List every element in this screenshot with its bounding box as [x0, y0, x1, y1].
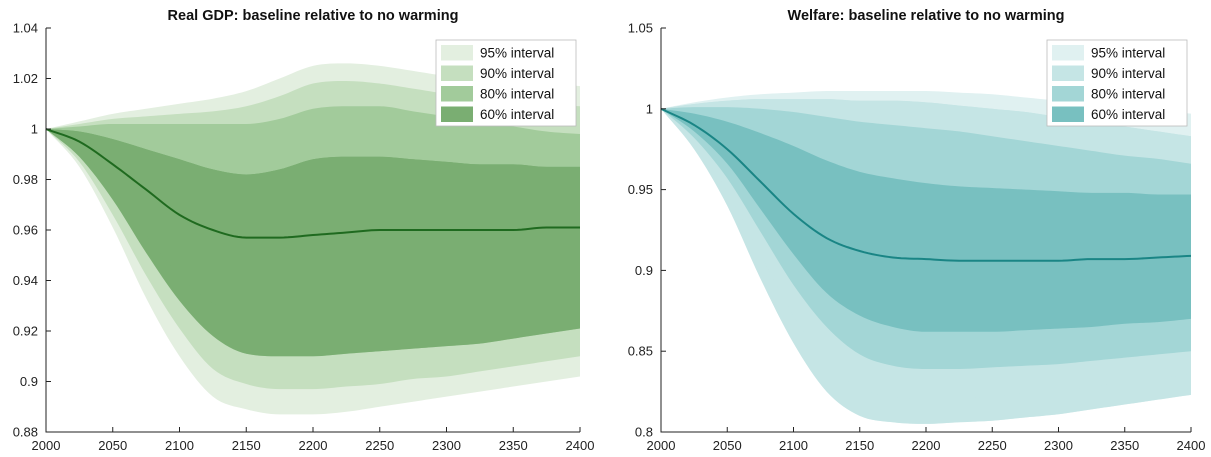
legend-swatch: [441, 106, 473, 122]
band-60-interval: [661, 108, 1191, 332]
legend-swatch: [1052, 45, 1084, 61]
y-tick-label: 0.85: [628, 344, 653, 359]
panel-real-gdp: 2000 2050 2100 2150 2200 2250 2300 2350 2400 0.88…: [13, 8, 595, 453]
median-line: [661, 107, 1191, 262]
legend-swatch: [441, 45, 473, 61]
median-line: [46, 128, 580, 239]
x-tick-label: 2350: [1110, 438, 1139, 453]
legend-label: 95% interval: [480, 46, 554, 61]
y-tick-label: 1: [31, 122, 38, 137]
x-tick-label: 2050: [98, 438, 127, 453]
legend-label: 80% interval: [480, 87, 554, 102]
x-tick-label: 2000: [32, 438, 61, 453]
y-tick-label: 0.98: [13, 172, 38, 187]
legend-label: 80% interval: [1091, 87, 1165, 102]
x-tick-label: 2200: [912, 438, 941, 453]
x-tick-label: 2250: [365, 438, 394, 453]
y-tick-label: 1: [646, 101, 653, 116]
y-tick-label: 0.9: [20, 374, 38, 389]
y-tick-label: 0.8: [635, 425, 653, 440]
x-tick-label: 2400: [566, 438, 595, 453]
legend-label: 90% interval: [1091, 66, 1165, 81]
legend-label: 60% interval: [480, 107, 554, 122]
legend-swatch: [1052, 86, 1084, 102]
x-tick-label: 2150: [232, 438, 261, 453]
x-tick-label: 2400: [1177, 438, 1206, 453]
legend-swatch: [441, 86, 473, 102]
panel-welfare: 2000 2050 2100 2150 2200 2250 2300 2350 2400 0.8 0…: [628, 8, 1206, 453]
plot-area: [661, 91, 1191, 424]
y-tick-label: 1.02: [13, 71, 38, 86]
band-segment-4: [46, 129, 580, 319]
legend-label: 60% interval: [1091, 107, 1165, 122]
legend-label: 90% interval: [480, 66, 554, 81]
legend: 95% interval 90% interval 80% interval 60% …: [435, 39, 577, 127]
y-tick-label: 0.96: [13, 223, 38, 238]
x-tick-label: 2300: [1044, 438, 1073, 453]
x-tick-label: 2250: [978, 438, 1007, 453]
chart-title: Welfare: baseline relative to no warming: [788, 8, 1065, 24]
plot-area: [46, 63, 580, 415]
legend-swatch: [441, 65, 473, 81]
x-tick-label: 2350: [499, 438, 528, 453]
legend-swatch: [1052, 106, 1084, 122]
x-tick-label: 2200: [299, 438, 328, 453]
chart-title: Real GDP: baseline relative to no warmin…: [168, 8, 459, 24]
y-tick-label: 0.88: [13, 425, 38, 440]
y-tick-label: 1.05: [628, 21, 653, 36]
y-tick-label: 0.92: [13, 324, 38, 339]
x-tick-label: 2050: [713, 438, 742, 453]
x-tick-label: 2000: [647, 438, 676, 453]
x-tick-label: 2300: [432, 438, 461, 453]
legend-swatch: [1052, 65, 1084, 81]
x-tick-label: 2100: [779, 438, 808, 453]
legend: 95% interval 90% interval 80% interval 60% …: [1046, 39, 1188, 127]
y-tick-label: 1.04: [13, 21, 38, 36]
legend-label: 95% interval: [1091, 46, 1165, 61]
y-tick-label: 0.9: [635, 263, 653, 278]
y-tick-label: 0.95: [628, 182, 653, 197]
y-tick-label: 0.94: [13, 273, 38, 288]
x-tick-label: 2100: [165, 438, 194, 453]
x-tick-label: 2150: [845, 438, 874, 453]
